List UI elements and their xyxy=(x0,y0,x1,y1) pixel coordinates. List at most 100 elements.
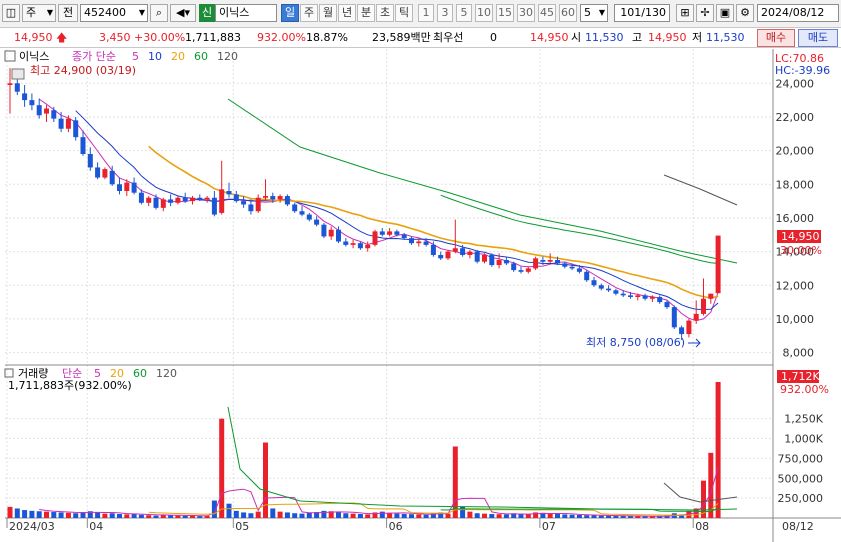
candle-body xyxy=(270,196,276,200)
tab-1[interactable]: 주 xyxy=(300,4,318,22)
count-select[interactable]: 5 ▼ xyxy=(580,4,608,22)
market-select[interactable]: 주 ▼ xyxy=(22,4,56,22)
candle-body xyxy=(102,169,108,178)
new-listing-badge: 신 xyxy=(199,4,215,22)
low-price: 11,530 xyxy=(706,31,745,44)
interval-button-2[interactable]: 5 xyxy=(456,4,472,22)
candle-body xyxy=(124,182,130,192)
candle-body xyxy=(533,258,539,269)
priority-value: 0 xyxy=(490,31,497,44)
sell-button[interactable]: 매도 xyxy=(798,29,838,47)
candle-body xyxy=(328,229,334,237)
volume-bar xyxy=(693,508,699,518)
stock-chart[interactable]: 8,000 10,000 12,000 14,000 16,000 18,000 20,00… xyxy=(0,49,841,542)
candle-body xyxy=(693,313,699,321)
tab-4[interactable]: 분 xyxy=(357,4,375,22)
volume-panel-menu-icon[interactable] xyxy=(4,368,14,378)
interval-button-1[interactable]: 3 xyxy=(437,4,453,22)
stock-name-field[interactable]: 이닉스 xyxy=(215,4,277,22)
volume-bar xyxy=(460,506,466,518)
volume-bar xyxy=(109,513,115,518)
volume-bar xyxy=(197,516,203,518)
candle-body xyxy=(321,224,327,237)
volume-bar xyxy=(591,515,597,518)
candle-body xyxy=(628,295,633,298)
candle-body xyxy=(204,197,210,200)
candle-body xyxy=(423,241,429,245)
candle-body xyxy=(562,263,568,267)
volume-tick-label: 750,000 xyxy=(778,452,824,465)
chart-layout-icon[interactable]: ◫ xyxy=(2,4,20,22)
candle-body xyxy=(117,184,122,192)
chevron-down-icon: ▼ xyxy=(46,8,53,17)
save-icon[interactable]: ▣ xyxy=(716,4,734,22)
candle-body xyxy=(58,118,64,129)
date-field[interactable]: 2024/08/12 xyxy=(757,4,839,22)
search-icon[interactable]: ⌕ xyxy=(150,4,168,22)
turnover-rate: 18.87% xyxy=(306,31,348,44)
candle-body xyxy=(29,100,35,106)
tab-2[interactable]: 월 xyxy=(319,4,337,22)
volume-tick-label: 500,000 xyxy=(778,472,824,485)
interval-button-5[interactable]: 30 xyxy=(517,4,535,22)
interval-button-7[interactable]: 60 xyxy=(559,4,577,22)
candle-body xyxy=(284,196,290,205)
gear-icon[interactable]: ⚙ xyxy=(736,4,754,22)
candle-body xyxy=(460,248,466,255)
price-tick-label: 12,000 xyxy=(776,279,815,292)
volume-bar xyxy=(613,515,619,518)
volume-bar xyxy=(146,515,152,518)
crosshair-icon[interactable]: ✢ xyxy=(696,4,714,22)
candle-body xyxy=(197,197,203,200)
volume-bar xyxy=(131,514,137,518)
interval-button-6[interactable]: 45 xyxy=(538,4,556,22)
candle-body xyxy=(555,260,560,264)
candle-body xyxy=(44,108,49,114)
volume-bars xyxy=(7,381,721,518)
candle-body xyxy=(226,191,232,195)
tab-6[interactable]: 틱 xyxy=(395,4,413,22)
candle-body xyxy=(576,268,582,272)
volume-bar xyxy=(620,516,626,518)
volume-bar xyxy=(357,514,363,518)
tab-5[interactable]: 초 xyxy=(376,4,394,22)
candle-body xyxy=(14,83,20,92)
date-x-axis: 2024/03 04 05 06 07 08 08/12 xyxy=(6,518,814,533)
volume-bar xyxy=(715,381,721,518)
volume-ma-120-line xyxy=(663,482,738,503)
last-volume-tag: 1,712K xyxy=(781,370,820,383)
grid-small-icon[interactable] xyxy=(11,68,25,80)
chart-grid xyxy=(5,49,773,518)
candle-body xyxy=(511,263,517,271)
panel-menu-icon[interactable] xyxy=(4,50,16,62)
grid-icon[interactable]: ⊞ xyxy=(676,4,694,22)
volume-bar xyxy=(73,513,79,518)
volume-bar xyxy=(533,512,539,518)
stock-code-value: 452400 xyxy=(84,6,126,19)
interval-button-0[interactable]: 1 xyxy=(418,4,434,22)
tab-3[interactable]: 년 xyxy=(338,4,356,22)
month-label: 08 xyxy=(695,520,709,533)
last-pct-tag: 30.00% xyxy=(780,244,822,257)
volume-bar xyxy=(569,514,575,518)
volume-bar xyxy=(423,514,429,518)
period-button[interactable]: 전 xyxy=(58,4,78,22)
volume-bar xyxy=(263,442,268,518)
buy-button[interactable]: 매수 xyxy=(757,29,795,47)
volume-bar xyxy=(233,510,239,518)
speaker-icon[interactable]: ◀︎▾ xyxy=(170,4,196,22)
ma-legend-120: 120 xyxy=(156,367,177,380)
stock-code-input[interactable]: 452400 ▼ xyxy=(80,4,148,22)
candle-body xyxy=(708,293,714,299)
candle-body xyxy=(591,280,597,286)
interval-button-4[interactable]: 15 xyxy=(496,4,514,22)
price-tick-label: 20,000 xyxy=(776,145,815,158)
market-select-label: 주 xyxy=(26,6,37,19)
interval-button-3[interactable]: 10 xyxy=(475,4,493,22)
volume-bar xyxy=(270,508,276,518)
volume-bar xyxy=(409,514,414,518)
tab-0[interactable]: 일 xyxy=(281,4,299,22)
volume-bar xyxy=(430,513,436,518)
volume-bar xyxy=(138,514,144,518)
